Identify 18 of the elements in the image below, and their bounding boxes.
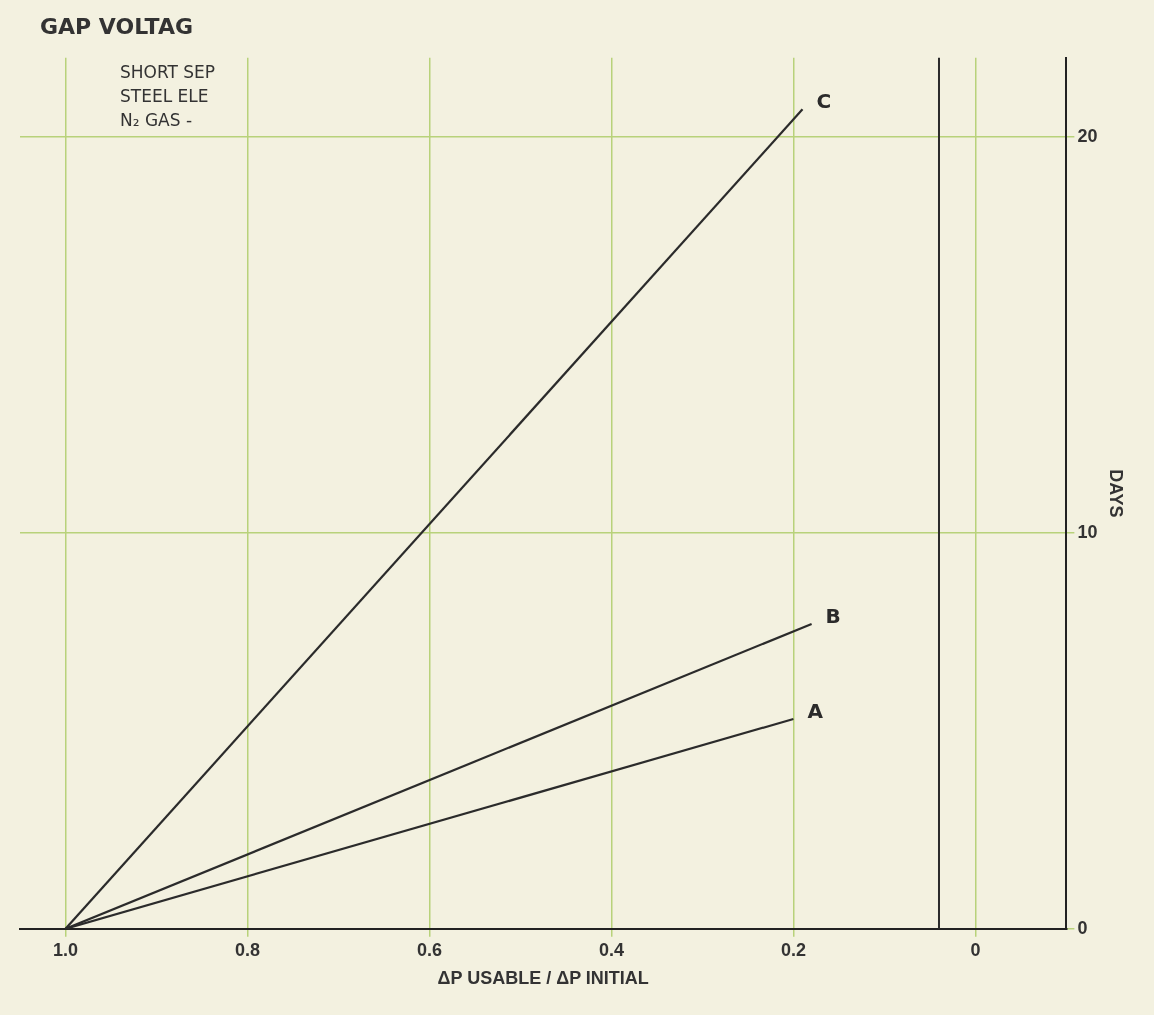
annotation: SHORT SEP xyxy=(120,62,216,82)
x-tick-label: 0.8 xyxy=(234,939,260,960)
series-label: B xyxy=(825,604,841,629)
y-tick-label: 0 xyxy=(1077,917,1088,938)
series-label: C xyxy=(816,89,832,114)
chart-title: GAP VOLTAG xyxy=(40,14,194,41)
x-tick-label: 0 xyxy=(970,939,981,960)
x-tick-label: 0.4 xyxy=(598,939,624,960)
x-tick-label: 0.6 xyxy=(416,939,442,960)
x-axis-title: ΔP USABLE / ΔP INITIAL xyxy=(437,968,649,989)
annotation: N₂ GAS - xyxy=(120,110,193,130)
x-tick-label: 1.0 xyxy=(52,939,79,960)
y-tick-label: 10 xyxy=(1077,521,1098,542)
x-tick-label: 0.2 xyxy=(780,939,806,960)
y-tick-label: 20 xyxy=(1077,125,1098,146)
annotation: STEEL ELE xyxy=(120,86,209,106)
series-label: A xyxy=(807,699,824,724)
y-axis-title: DAYS xyxy=(1106,469,1127,518)
